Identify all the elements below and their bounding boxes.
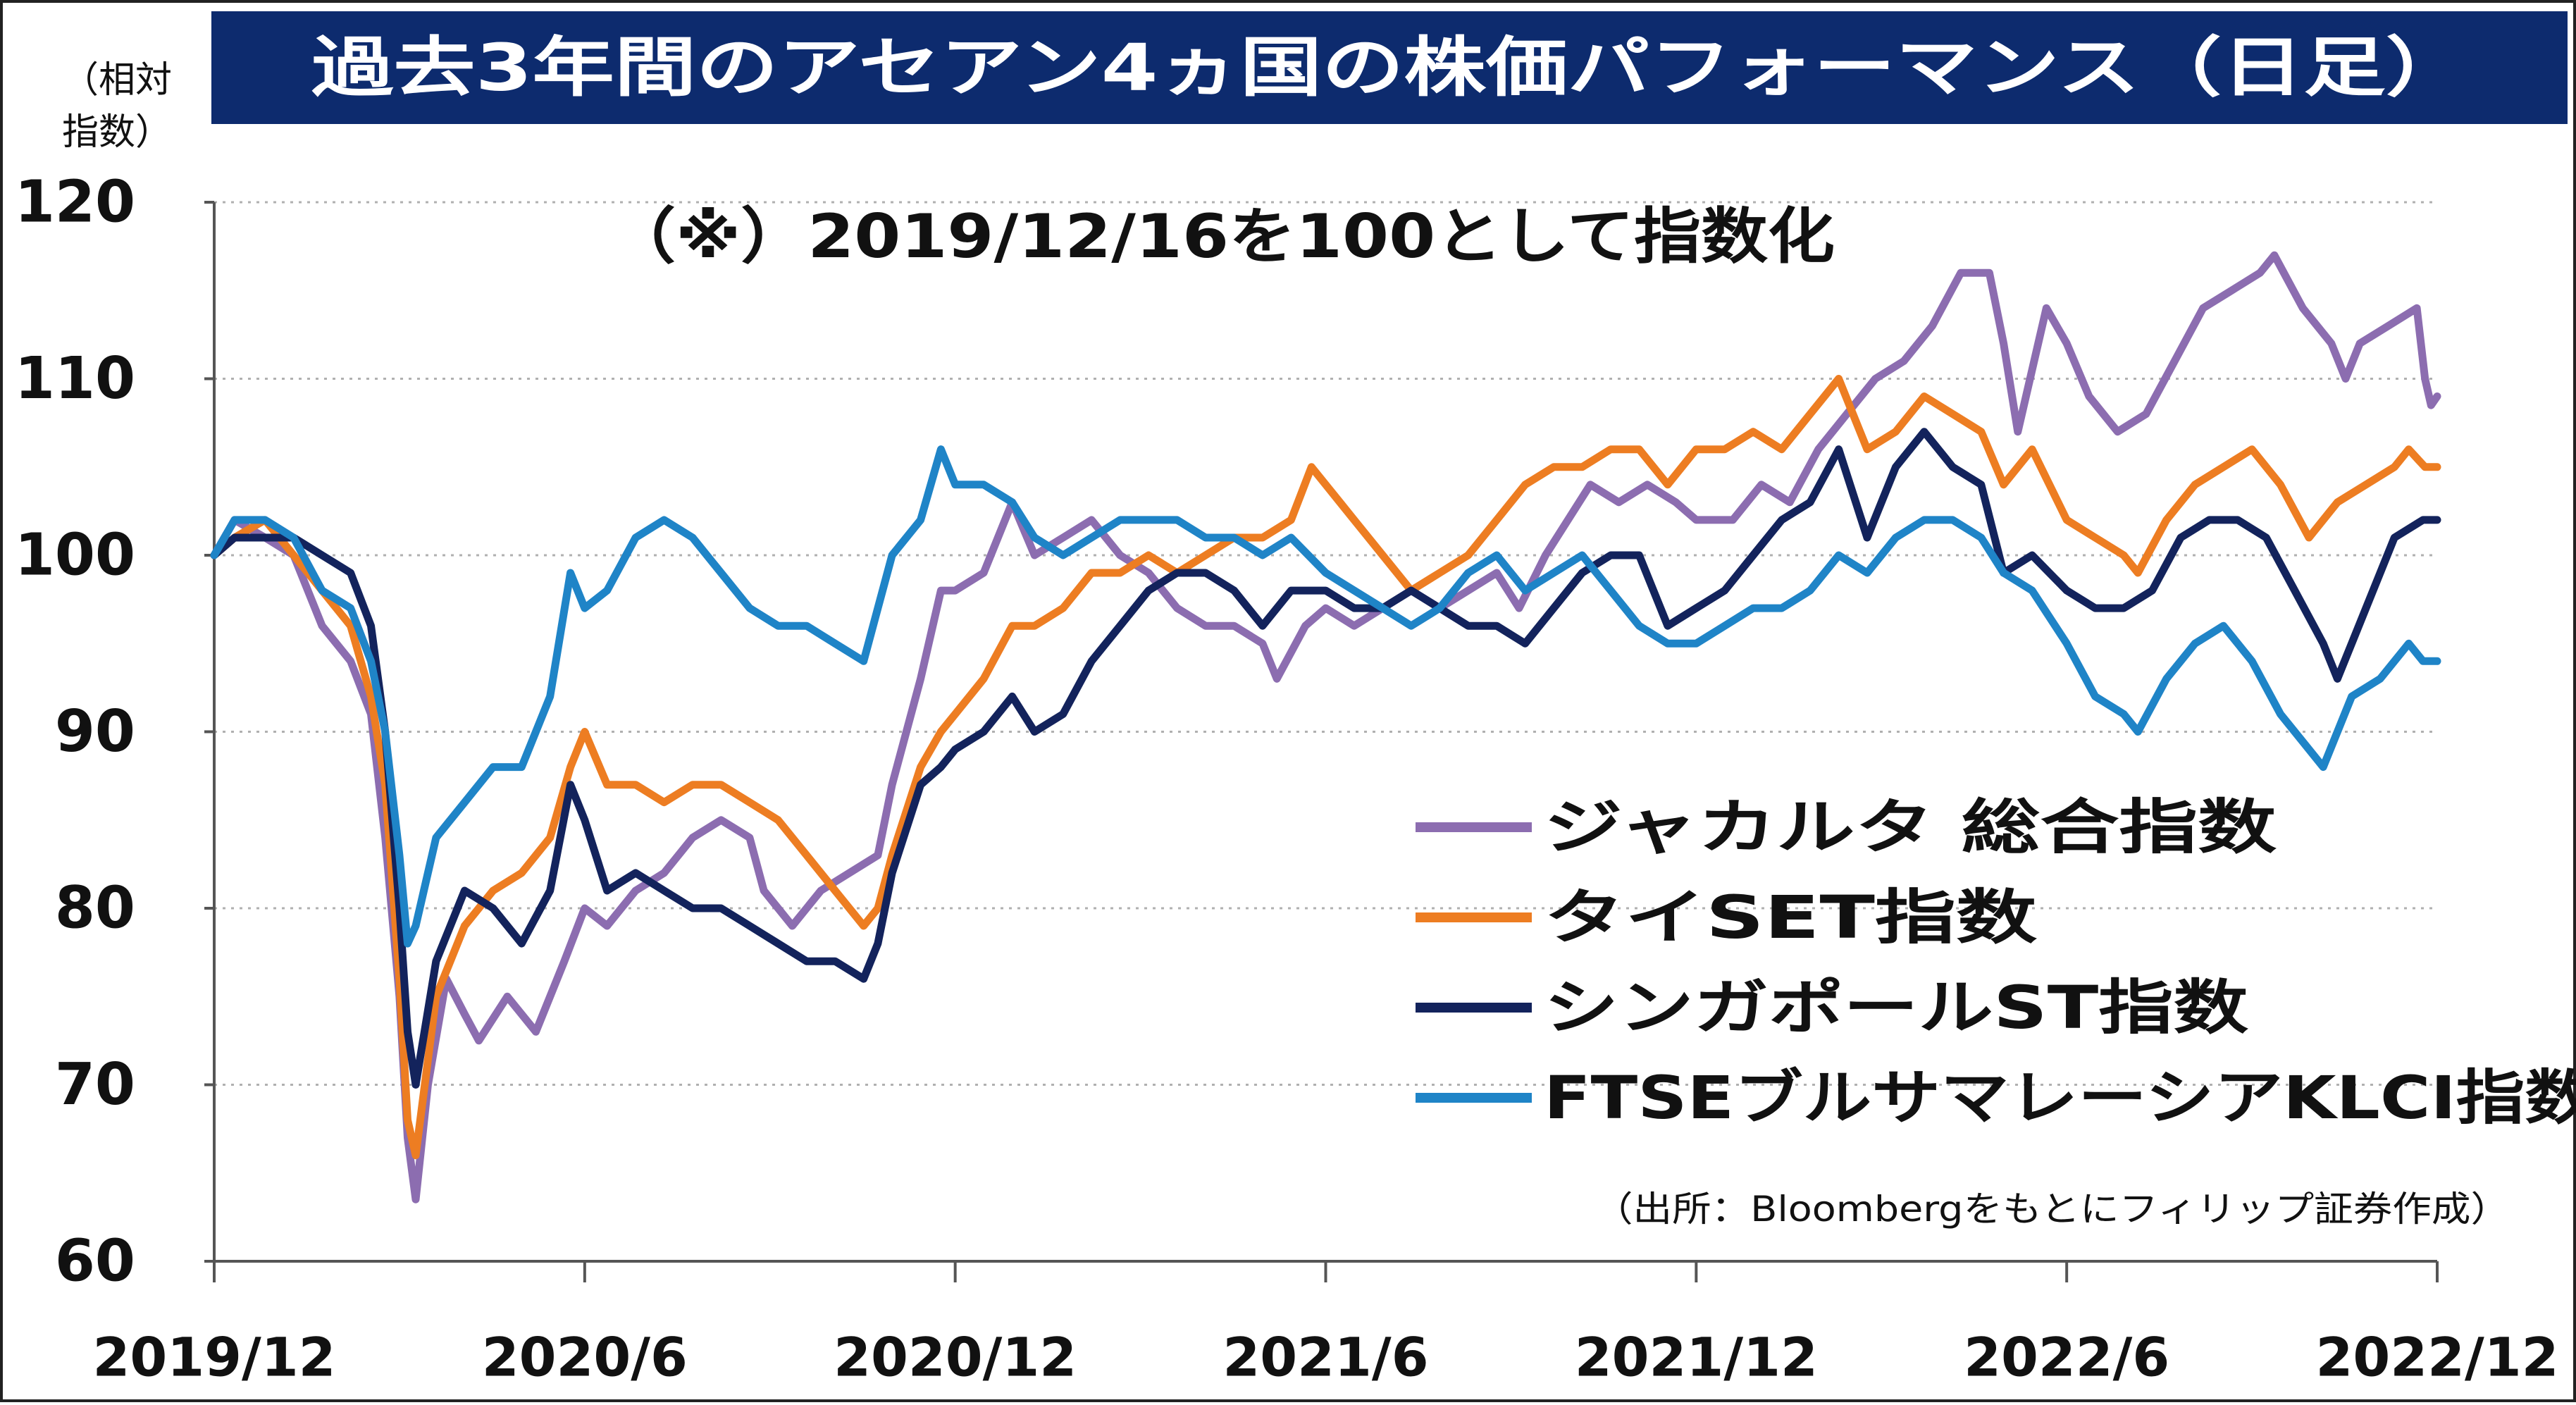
y-tick-label: 60 xyxy=(55,1228,135,1295)
y-tick-label: 70 xyxy=(55,1051,135,1118)
legend-label-0: ジャカルタ 総合指数 xyxy=(1544,793,2277,862)
source-note: （出所：Bloombergをもとにフィリップ証券作成） xyxy=(1594,1189,2510,1230)
x-tick-label: 2021/12 xyxy=(1575,1326,1818,1389)
series-line-2 xyxy=(210,428,2441,1089)
y-axis-unit-label: （相対 xyxy=(62,59,172,101)
x-tick-label: 2019/12 xyxy=(92,1326,335,1389)
title-band xyxy=(211,11,2568,124)
y-tick-label: 90 xyxy=(55,698,135,765)
series-line-3 xyxy=(210,445,2441,948)
x-tick-label: 2020/6 xyxy=(482,1326,688,1389)
x-tick-label: 2022/6 xyxy=(1964,1326,2169,1389)
legend-label-2: シンガポールST指数 xyxy=(1544,973,2248,1042)
y-tick-label: 80 xyxy=(55,875,135,942)
x-tick-label: 2020/12 xyxy=(834,1326,1077,1389)
series-line-1 xyxy=(210,375,2441,1160)
chart-title: 過去3年間のアセアン4ヵ国の株価パフォーマンス（日足） xyxy=(311,30,2467,106)
legend-label-1: タイSET指数 xyxy=(1544,883,2037,952)
chart-subtitle: （※）2019/12/16を100として指数化 xyxy=(609,202,1835,272)
y-tick-label: 100 xyxy=(15,522,135,589)
x-tick-label: 2021/6 xyxy=(1222,1326,1428,1389)
y-tick-label: 110 xyxy=(15,345,135,412)
y-axis-unit-label: 指数） xyxy=(62,111,172,154)
y-tick-label: 120 xyxy=(15,169,135,236)
series-line-0 xyxy=(210,251,2441,1203)
x-tick-label: 2022/12 xyxy=(2315,1326,2558,1389)
legend-label-3: FTSEブルサマレーシアKLCI指数 xyxy=(1544,1063,2576,1132)
